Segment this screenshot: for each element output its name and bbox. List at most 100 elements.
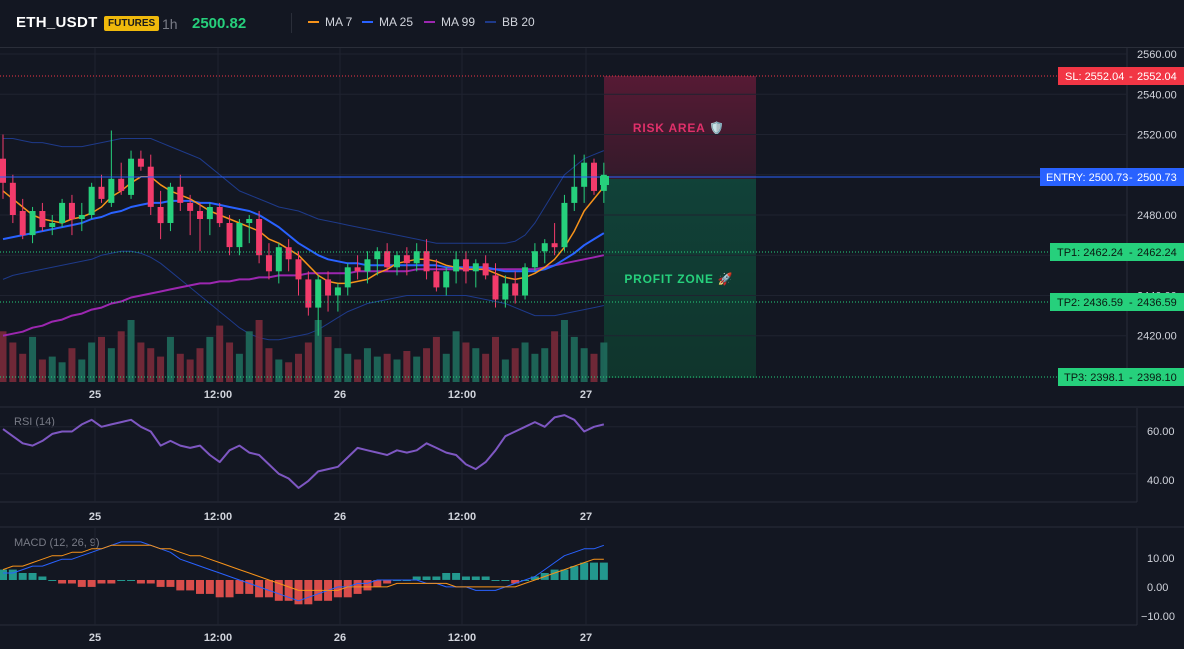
volume-bar [373,356,381,382]
macd-histogram-bar [166,580,175,587]
candle-body [581,162,588,187]
entry-tag-label: ENTRY: 2500.73 [1046,172,1128,184]
macd-histogram-bar [442,573,451,580]
risk-area-zone[interactable] [604,76,756,179]
volume-bar [166,336,174,382]
time-axis-label: 12:00 [204,632,232,644]
legend-bb20[interactable]: BB 20 [485,15,535,29]
volume-bar [147,348,155,382]
macd-histogram-bar [0,569,7,580]
candle-body [354,267,361,272]
sl-tag[interactable] [1058,67,1184,85]
candle-body [29,211,36,236]
time-axis-main[interactable]: 25 12:00 26 12:00 27 [89,389,592,401]
macd-histogram-bar [412,576,421,580]
profit-zone[interactable] [604,179,756,378]
candle-body [482,263,489,276]
macd-histogram-bar [205,580,214,594]
legend-ma7[interactable]: MA 7 [308,15,352,29]
volume-bar [295,353,302,382]
candle-body [551,243,558,248]
candle-body [187,202,194,211]
macd-histogram-bar [343,580,352,598]
ma99-line [2,254,605,337]
candle-body [403,255,410,264]
candle-body [374,251,381,260]
volume-bar [127,320,135,382]
volume-bar [196,348,204,382]
entry-tag-value: 2500.73 [1137,172,1177,184]
rsi-axis-40: 40.00 [1147,475,1175,487]
futures-badge: FUTURES [104,16,160,31]
volume-bar [88,342,96,382]
tp1-tag[interactable] [1050,243,1184,261]
time-axis-label: 25 [89,632,101,644]
candle-body [49,223,56,227]
time-axis-label: 26 [334,389,346,401]
volume-bar [511,348,519,382]
candle-body [541,243,548,252]
ma99-swatch-icon [424,21,435,23]
entry-tag[interactable] [1040,168,1184,186]
legend-ma7-label: MA 7 [325,15,353,29]
candle-body [226,223,233,248]
candle-body [157,207,164,224]
macd-histogram-bar [422,576,431,580]
volume-bar [226,342,234,382]
time-axis-label: 12:00 [448,389,476,401]
tp3-tag-value: 2398.10 [1137,372,1177,384]
time-axis-rsi[interactable]: 25 12:00 26 12:00 27 [89,511,592,523]
macd-histogram-bar [570,566,579,580]
rsi-pane[interactable] [0,408,1137,502]
macd-histogram-bar [28,573,37,580]
candle-body [167,186,174,223]
macd-histogram-bar [501,580,510,581]
volume-bar [482,353,490,382]
volume-bar [600,342,608,382]
macd-histogram-bar [274,580,283,601]
legend-ma99[interactable]: MA 99 [424,15,475,29]
volume-bar [285,362,293,382]
time-axis-label: 12:00 [204,511,232,523]
candle-body [137,158,144,167]
volume-bar [176,353,184,382]
volume-bar [68,348,76,382]
tp2-tag-label: TP2: 2436.59 [1057,297,1123,309]
last-price: 2500.82 [192,15,247,32]
time-axis-label: 27 [580,632,592,644]
macd-histogram-bar [363,580,372,591]
macd-histogram-bar [156,580,165,587]
candle-body [433,271,440,288]
symbol-name[interactable]: ETH_USDT [16,14,98,31]
time-axis-label: 25 [89,511,101,523]
volume-bar [521,342,529,382]
ma7-swatch-icon [308,21,319,23]
tp1-tag-value: 2462.24 [1137,247,1177,259]
macd-histogram-bar [471,576,480,580]
legend-ma25[interactable]: MA 25 [362,15,413,29]
time-axis-label: 26 [334,632,346,644]
sl-tag-label: SL: 2552.04 [1065,71,1124,83]
volume-bar [186,359,194,382]
volume-bar [107,348,115,382]
tp3-tag[interactable] [1058,368,1184,386]
macd-histogram-bar [146,580,155,584]
macd-pane[interactable] [0,528,608,625]
macd-histogram-bar [18,573,27,580]
timeframe-selector[interactable]: 1h [162,16,178,32]
candle-body [9,182,16,215]
volume-bar [235,353,243,382]
macd-histogram-bar [481,576,490,580]
tp2-tag[interactable] [1050,293,1184,311]
time-axis-macd[interactable]: 25 12:00 26 12:00 27 [89,632,592,644]
candle-body [216,207,223,224]
volume-bar [265,348,273,382]
macd-histogram-bar [264,580,273,598]
candle-body [522,267,529,296]
volume-bar [98,336,105,382]
volume-bar [432,336,440,382]
candle-body [295,259,302,280]
candle-body [315,279,322,308]
macd-histogram-bar [511,580,520,584]
